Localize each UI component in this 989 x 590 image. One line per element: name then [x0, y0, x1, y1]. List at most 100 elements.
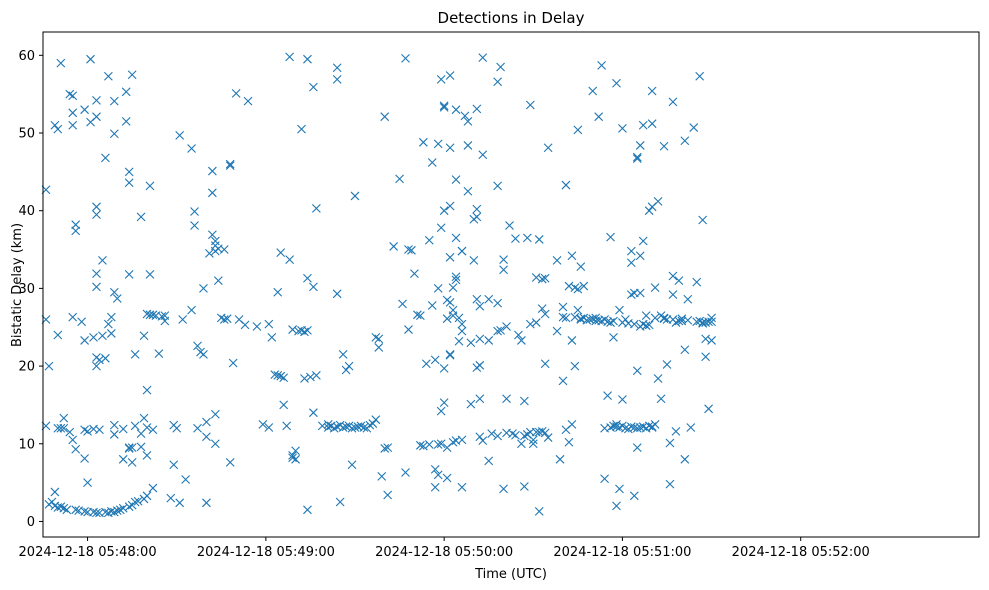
- data-point: [552, 326, 562, 336]
- data-point: [629, 491, 639, 501]
- data-point: [190, 221, 199, 230]
- data-point: [656, 394, 666, 404]
- data-point: [231, 88, 241, 98]
- data-point: [665, 438, 675, 448]
- x-tick-label: 2024-12-18 05:49:00: [197, 545, 335, 560]
- data-point: [258, 419, 268, 429]
- data-point: [430, 465, 440, 474]
- data-point: [335, 497, 345, 507]
- data-point: [303, 325, 312, 335]
- data-point: [704, 404, 713, 414]
- data-point: [570, 283, 580, 292]
- data-point: [460, 111, 470, 121]
- data-point: [543, 143, 553, 153]
- data-point: [404, 325, 413, 334]
- data-point: [650, 419, 660, 429]
- chart-title: Detections in Delay: [438, 9, 585, 27]
- data-point: [145, 270, 155, 279]
- data-point: [410, 269, 419, 279]
- data-point: [475, 360, 485, 370]
- data-point: [609, 316, 618, 326]
- data-point: [430, 355, 440, 365]
- data-point: [511, 234, 520, 244]
- data-point: [445, 71, 455, 80]
- data-point: [243, 96, 253, 106]
- data-point: [205, 249, 214, 258]
- data-point: [668, 290, 678, 299]
- data-point: [300, 374, 309, 383]
- data-point: [612, 78, 621, 88]
- data-point: [338, 423, 348, 432]
- data-point: [472, 294, 482, 304]
- data-point: [451, 175, 461, 185]
- data-point: [115, 505, 125, 515]
- data-point: [222, 314, 232, 324]
- data-point: [433, 470, 443, 480]
- data-point: [181, 475, 191, 484]
- data-point: [644, 206, 654, 216]
- data-point: [561, 180, 571, 190]
- data-point: [618, 123, 627, 133]
- data-point: [659, 141, 669, 151]
- data-point: [597, 61, 607, 70]
- data-point: [71, 226, 81, 236]
- data-point: [338, 350, 348, 359]
- data-point: [288, 451, 297, 460]
- data-point: [493, 181, 503, 191]
- data-point: [311, 203, 321, 213]
- data-point: [424, 440, 434, 449]
- data-point: [573, 125, 583, 135]
- data-point: [427, 301, 437, 310]
- data-point: [68, 120, 78, 130]
- data-points: [41, 52, 716, 518]
- data-point: [341, 422, 351, 432]
- data-point: [109, 430, 119, 439]
- data-point: [80, 425, 89, 435]
- y-tick-label: 30: [18, 282, 35, 297]
- data-point: [303, 505, 312, 515]
- data-point: [142, 385, 152, 395]
- data-point: [689, 123, 699, 132]
- data-point: [225, 458, 235, 467]
- data-point: [448, 311, 458, 320]
- data-point: [570, 361, 580, 371]
- data-point: [380, 112, 390, 122]
- data-point: [644, 320, 654, 330]
- data-point: [56, 58, 66, 68]
- data-point: [436, 439, 446, 449]
- data-point: [445, 350, 455, 360]
- data-point: [199, 283, 208, 293]
- data-point: [493, 77, 503, 87]
- data-point: [463, 186, 473, 196]
- data-point: [395, 174, 404, 184]
- data-point: [130, 421, 140, 431]
- data-point: [172, 423, 182, 433]
- data-point: [650, 313, 660, 323]
- data-point: [68, 435, 78, 445]
- data-point: [567, 419, 577, 429]
- data-point: [659, 314, 669, 324]
- data-point: [445, 252, 455, 262]
- data-point: [309, 408, 318, 418]
- data-point: [564, 437, 574, 447]
- data-point: [478, 53, 488, 63]
- data-point: [279, 373, 289, 383]
- data-point: [71, 220, 81, 230]
- data-point: [130, 497, 140, 507]
- data-point: [448, 283, 458, 292]
- data-point: [50, 120, 60, 130]
- data-point: [698, 215, 708, 225]
- data-point: [454, 313, 464, 323]
- data-point: [112, 294, 122, 303]
- data-point: [193, 341, 202, 351]
- data-point: [558, 312, 568, 322]
- data-point: [193, 423, 202, 433]
- data-point: [430, 482, 440, 492]
- data-point: [139, 331, 149, 341]
- data-point: [478, 436, 488, 446]
- data-point: [59, 503, 69, 513]
- data-point: [573, 284, 583, 294]
- data-point: [421, 359, 431, 369]
